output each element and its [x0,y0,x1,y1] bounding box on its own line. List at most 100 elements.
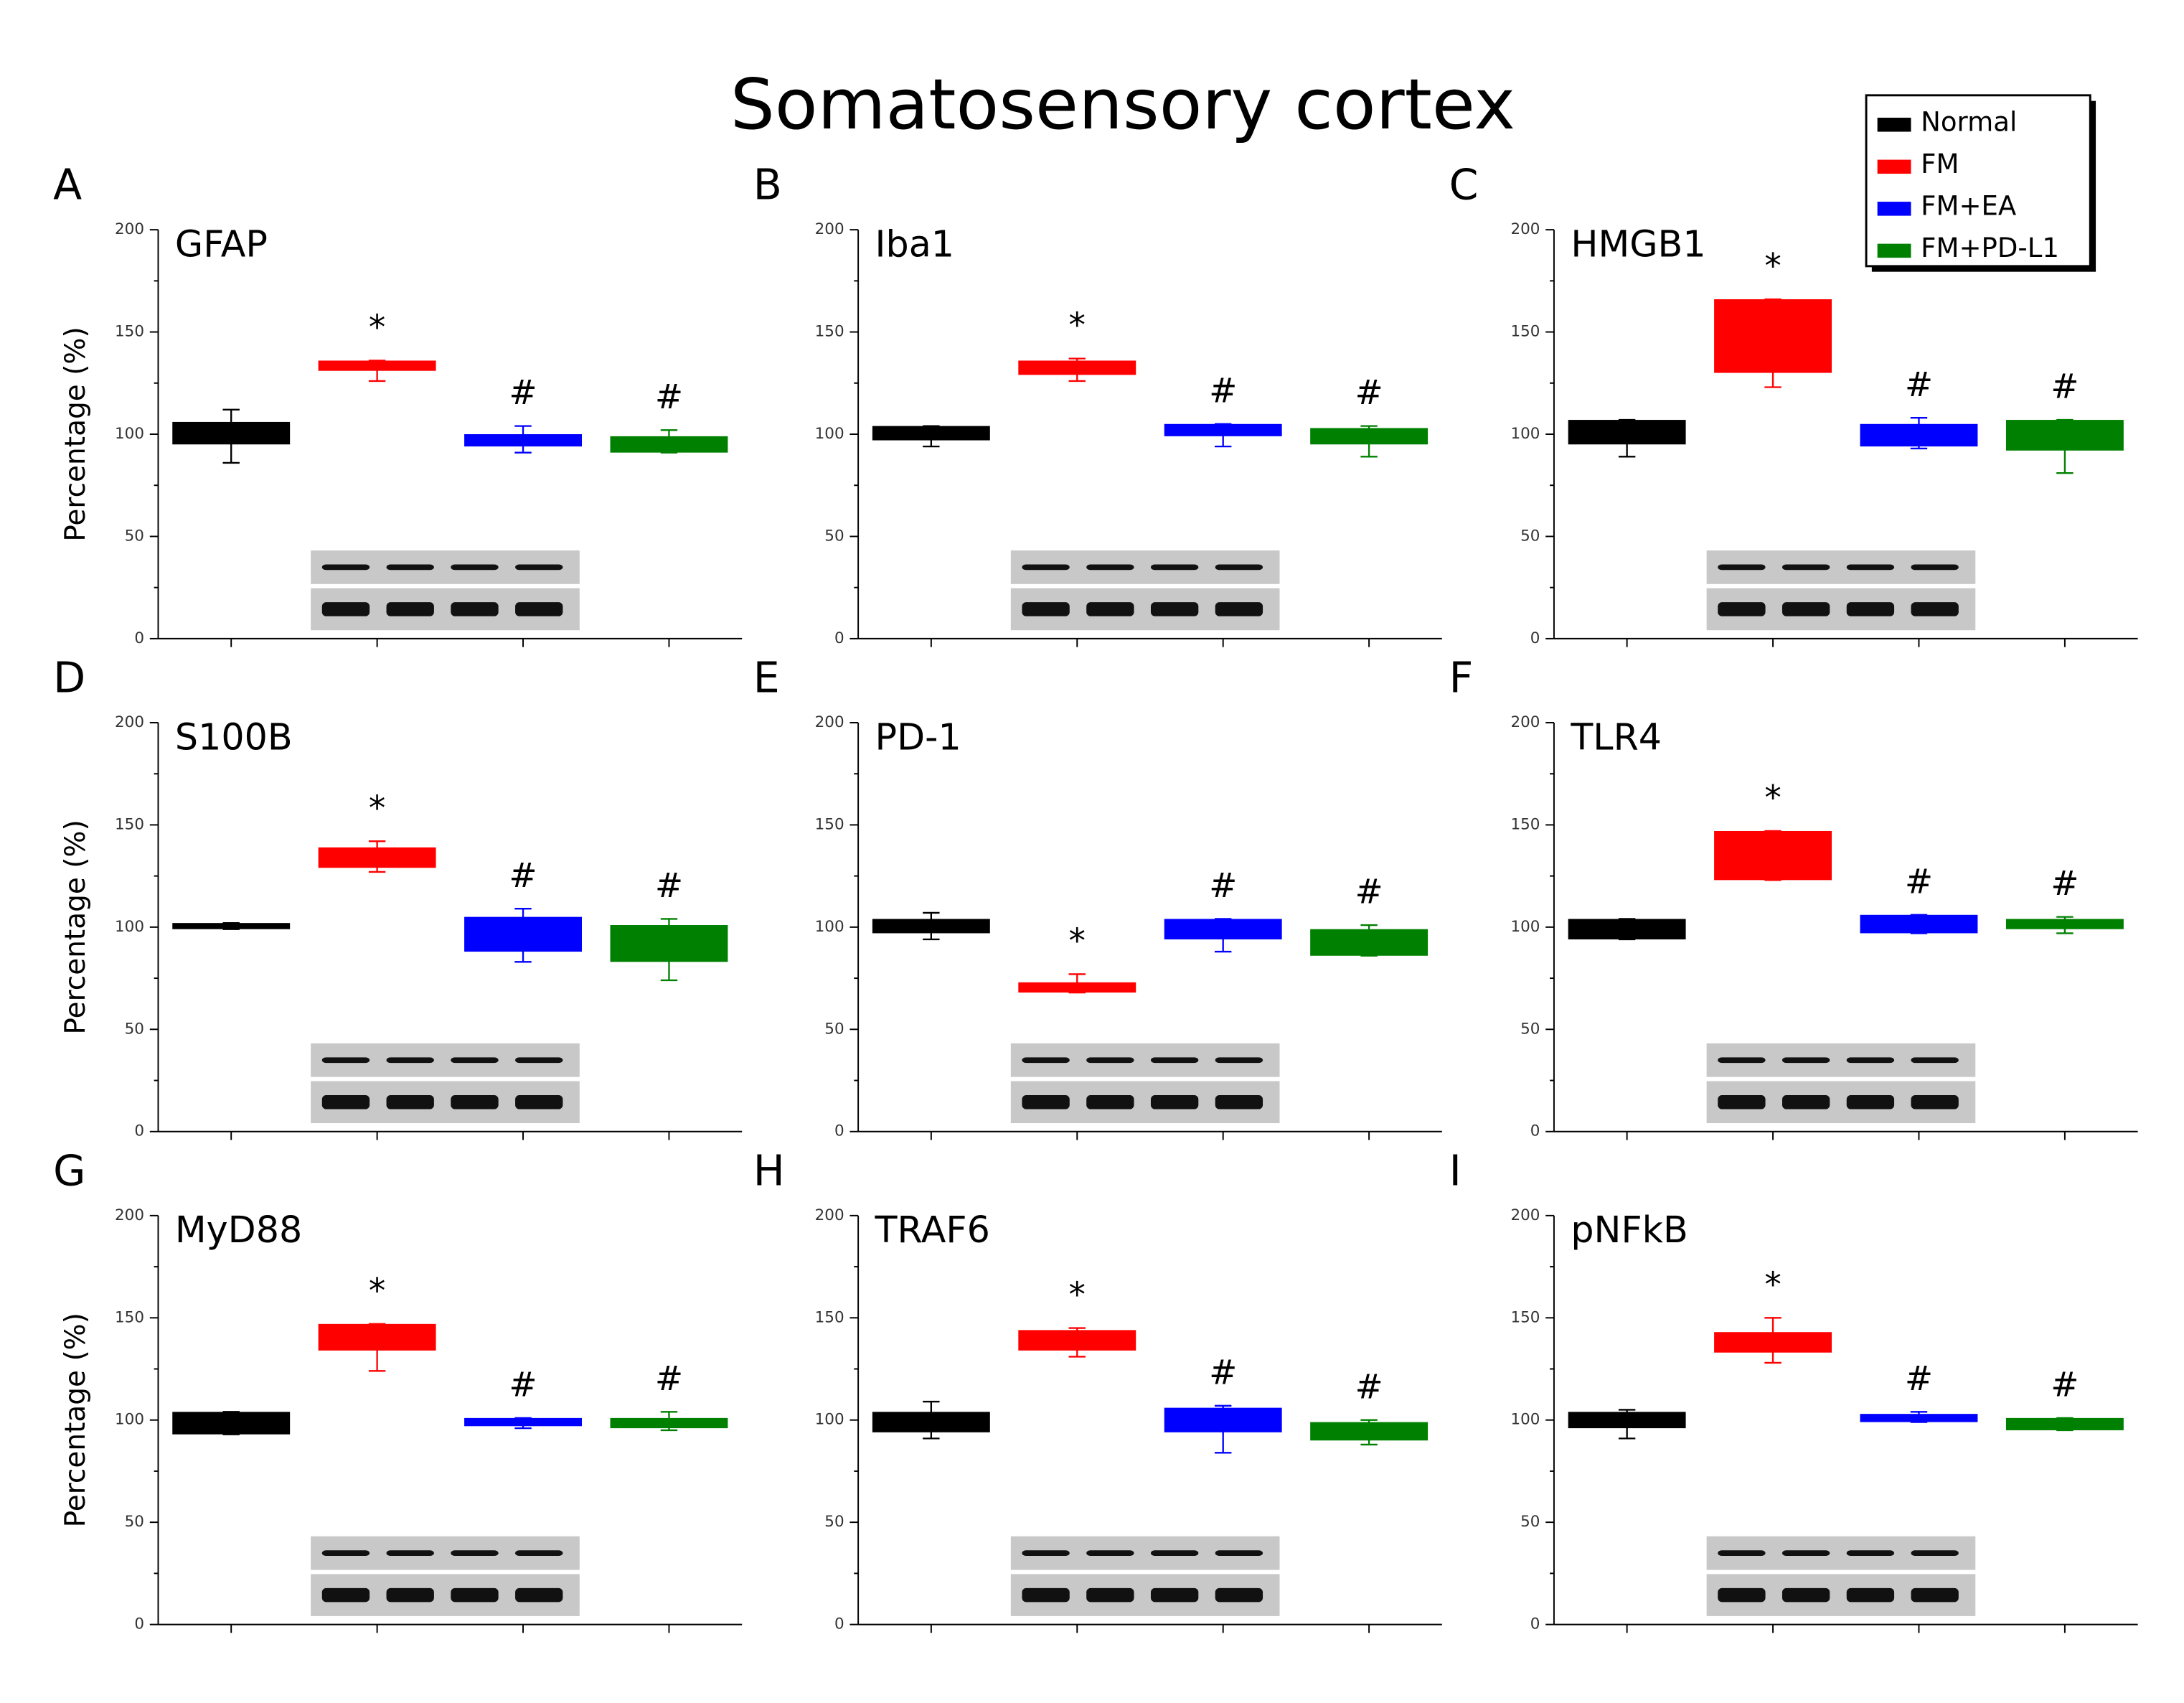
y-tick-label: 0 [134,1122,144,1140]
y-tick-label: 200 [815,220,844,238]
blot-band [1846,1587,1895,1603]
significance-mark: # [1355,873,1383,912]
box [1164,423,1282,436]
blot-band [451,602,499,616]
y-tick-label: 100 [1510,1411,1540,1429]
blot-band [1718,602,1766,616]
panel-title: S100B [175,716,293,758]
blot-band [321,1587,370,1603]
blot-band [1781,1095,1830,1109]
significance-mark: # [1209,867,1237,906]
box [318,847,436,868]
blot-band [515,1095,563,1109]
blot-band [1911,1095,1959,1109]
box [1714,299,1832,373]
y-tick-label: 150 [815,323,844,341]
y-tick-label: 100 [115,918,144,936]
box [610,1417,728,1429]
legend-label: Normal [1921,106,2017,137]
significance-mark: * [369,309,385,347]
significance-mark: * [369,789,385,828]
box [172,421,291,445]
y-tick-label: 150 [115,323,144,341]
blot-band [1150,564,1199,571]
panel-letter: C [1449,161,1479,210]
significance-mark: # [1209,372,1237,410]
blot-band [1086,1587,1134,1603]
blot-band [1718,1057,1766,1064]
blot-band [1718,1095,1766,1109]
significance-mark: # [1209,1354,1237,1392]
blot-band [1911,1587,1959,1603]
blot-band [321,1095,370,1109]
y-tick-label: 0 [134,629,144,647]
blot-band [1086,564,1134,571]
blot-band [1846,602,1895,616]
y-tick-label: 100 [1510,918,1540,936]
box [1018,1330,1136,1351]
panel-letter: D [53,654,85,703]
y-tick-label: 200 [815,713,844,731]
y-tick-label: 100 [815,425,844,443]
box [1568,1412,1686,1429]
blot-band [1781,564,1830,571]
y-tick-label: 0 [1530,1615,1540,1633]
significance-mark: # [2051,865,2079,904]
blot-band [451,1587,499,1603]
y-tick-label: 0 [1530,629,1540,647]
y-tick-label: 150 [115,1308,144,1326]
panel-title: MyD88 [175,1209,302,1251]
box [2005,420,2124,451]
significance-mark: # [1905,1360,1933,1399]
y-tick-label: 50 [824,1020,844,1038]
blot-band [451,1095,499,1109]
blot-band [515,564,563,571]
blot-band [515,1057,563,1064]
panel-letter: B [753,161,782,210]
blot-band [1846,1057,1895,1064]
y-tick-label: 50 [125,1513,144,1531]
box [172,923,291,929]
y-tick-label: 150 [1510,323,1540,341]
y-tick-label: 200 [1510,1206,1540,1224]
blot-band [1150,1095,1199,1109]
box [2005,1417,2124,1430]
box [318,1323,436,1351]
blot-band [1215,1587,1263,1603]
blot-band [1911,564,1959,571]
y-tick-label: 50 [824,527,844,545]
legend-label: FM+PD-L1 [1921,233,2059,263]
significance-mark: # [1355,1368,1383,1407]
box [1714,830,1832,881]
blot-band [386,564,434,571]
y-axis-label: Percentage (%) [60,327,92,541]
box [1714,1332,1832,1353]
legend-swatch [1877,202,1911,216]
panel-title: TLR4 [1570,716,1662,758]
y-tick-label: 200 [1510,713,1540,731]
panel-letter: A [53,161,82,210]
blot-band [1022,1550,1070,1556]
box [610,925,728,962]
box [2005,919,2124,929]
blot-band [1150,1587,1199,1603]
box [464,1417,583,1427]
box [464,434,583,447]
blot-band [1718,564,1766,571]
blot-band [1150,602,1199,616]
panel-title: GFAP [175,223,268,266]
legend-label: FM [1921,149,1959,179]
panel-letter: I [1449,1146,1462,1195]
box [872,919,990,934]
blot-band [1781,1587,1830,1603]
legend-swatch [1877,118,1911,132]
blot-band [1086,602,1134,616]
significance-mark: * [1069,1276,1086,1315]
panel-title: pNFkB [1571,1209,1688,1251]
box [1018,360,1136,375]
y-tick-label: 200 [115,1206,144,1224]
box [464,916,583,952]
blot-band [386,1550,434,1556]
